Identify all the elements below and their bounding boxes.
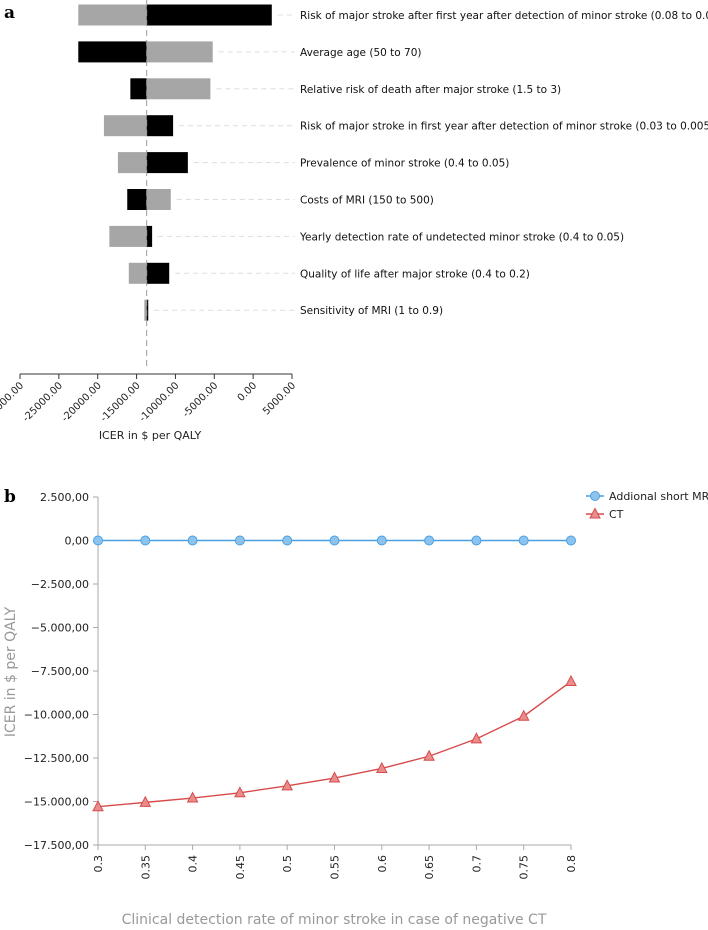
y-tick-label: 2.500,00 [40,491,89,504]
tornado-chart: a Risk of major stroke after first year … [0,0,708,442]
x-axis: -30000.00-25000.00-20000.00-15000.00-100… [0,373,298,424]
x-axis-title: Clinical detection rate of minor stroke … [122,912,547,928]
bar-low [109,225,147,247]
x-tick-label: 0.65 [423,855,436,880]
data-point [187,535,198,546]
data-point [375,761,388,773]
y-tick-label: −5.000,00 [31,622,89,635]
data-point [139,795,152,807]
bar-high [146,299,149,321]
bar-low [127,189,147,210]
bar-label: Prevalence of minor stroke (0.4 to 0.05) [300,158,509,170]
y-tick-label: −10.000,00 [24,709,89,722]
data-point [281,779,294,791]
panel-label-a: a [4,3,15,23]
bar-low [130,78,147,100]
legend-label: CT [609,508,624,521]
y-tick-label: −12.500,00 [24,752,89,765]
legend: Addional short MR CT [586,490,708,521]
y-tick-label: −2.500,00 [31,578,89,591]
bar-label: Yearly detection rate of undetected mino… [299,231,624,243]
x-tick-label: 0.00 [236,380,260,404]
data-point [92,800,104,812]
x-axis-title: ICER in $ per QALY [99,429,202,442]
bar-low [78,4,147,26]
data-point [282,535,293,546]
bar-low [103,115,147,137]
bar-high [146,262,170,284]
data-point [423,749,435,761]
y-axis-title: ICER in $ per QALY [3,606,19,737]
bar-low [128,262,147,284]
y-tick-label: 0,00 [65,535,90,548]
y-tick-label: −17.500,00 [24,839,89,852]
data-point [518,535,529,546]
tornado-bars [78,4,272,321]
bar-low [78,41,147,63]
bar-label: Risk of major stroke in first year after… [300,121,708,133]
x-tick-label: 5000.00 [261,380,298,417]
x-axis: 0.3 0.35 0.4 0.45 0.5 0.55 0.6 0.65 0.7 0.75 0.8 [92,844,578,880]
bar-low [144,299,147,321]
x-tick-label: 0.55 [329,855,342,880]
data-point [329,535,340,546]
bar-label: Relative risk of death after major strok… [300,84,561,96]
data-point [424,535,435,546]
bar-labels: Risk of major stroke after first year af… [299,10,708,317]
x-tick-label: 0.8 [565,855,578,873]
label-guides [154,14,295,311]
series-group [92,535,577,812]
data-point [470,732,483,744]
data-point [186,791,199,803]
bar-high [146,225,153,247]
data-point [93,535,103,546]
bar-label: Costs of MRI (150 to 500) [300,195,434,207]
data-point [376,535,387,546]
bar-high [146,78,211,100]
x-tick-label: 0.45 [234,855,247,880]
y-tick-label: −15.000,00 [24,796,89,809]
legend-label: Addional short MR [609,490,708,503]
data-point [140,535,151,546]
data-point [471,535,482,546]
data-point [566,535,576,546]
data-point [234,535,245,546]
series-line-ct [97,680,572,808]
x-tick-label: -20000.00 [60,380,104,424]
bar-high [146,189,171,210]
x-tick-label: -15000.00 [99,380,143,424]
bar-high [146,4,272,26]
bar-label: Sensitivity of MRI (1 to 0.9) [300,305,443,317]
line-chart: b 2.500,00 0,00 −2.500,00 −5.000,00 −7.500,0… [3,487,708,928]
x-tick-label: 0.35 [139,855,152,880]
x-tick-label: 0.6 [376,855,389,873]
bar-high [146,152,188,174]
y-axis: 2.500,00 0,00 −2.500,00 −5.000,00 −7.500,00 −… [24,491,99,852]
data-point [517,709,530,721]
x-tick-label: 0.7 [470,855,483,873]
legend-marker [589,507,601,519]
x-tick-label: 0.3 [92,855,105,873]
data-point [234,786,246,798]
legend-marker [590,491,600,501]
panel-label-b: b [4,487,16,507]
bar-label: Quality of life after major stroke (0.4 … [300,268,530,280]
x-tick-label: -5000.00 [181,380,221,420]
data-point [565,674,577,686]
bar-high [146,115,174,137]
x-tick-label: 0.75 [518,855,531,880]
bar-high [146,41,213,63]
bar-label: Risk of major stroke after first year af… [300,10,708,22]
x-tick-label: 0.4 [187,855,200,873]
x-tick-label: 0.5 [281,855,294,873]
data-point [328,771,341,783]
bar-low [117,152,147,174]
x-tick-label: -10000.00 [137,380,181,424]
bar-label: Average age (50 to 70) [300,47,421,59]
x-tick-label: -25000.00 [21,380,65,424]
y-tick-label: −7.500,00 [31,665,89,678]
